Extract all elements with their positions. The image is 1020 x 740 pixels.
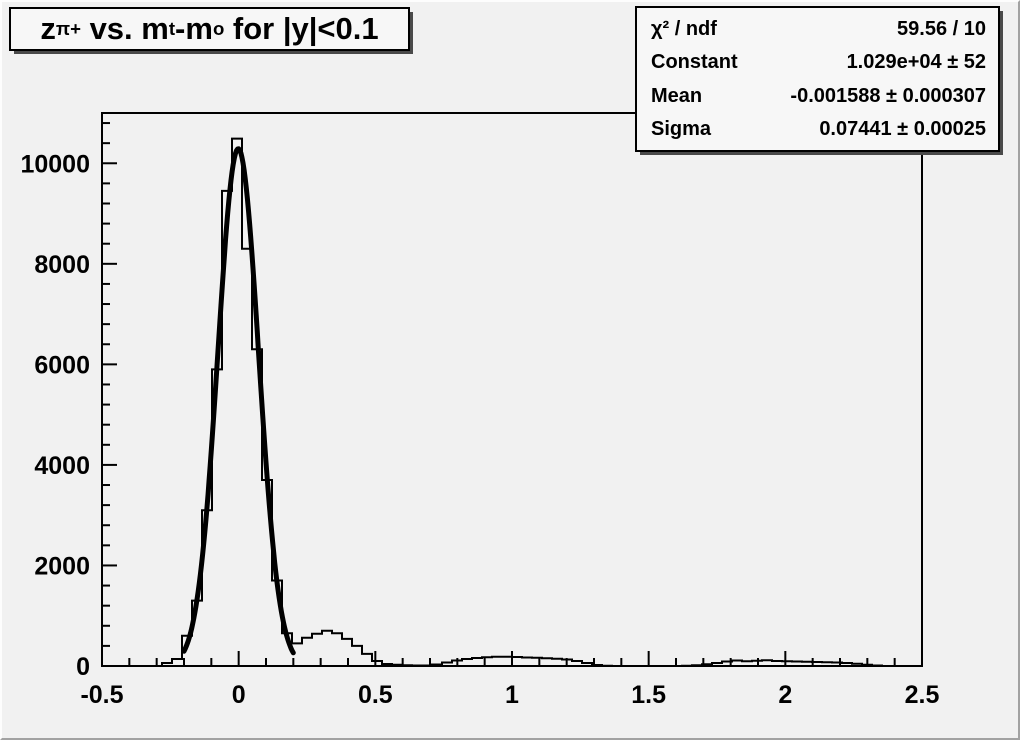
- y-tick-label: 4000: [34, 452, 90, 480]
- title-subscript: π+: [55, 18, 81, 39]
- fit-curve-group: [181, 146, 296, 656]
- title-text: z: [40, 11, 56, 46]
- x-tick-label: -0.5: [80, 681, 123, 709]
- fit-curve: [181, 146, 296, 656]
- x-tick-label: 0.5: [358, 681, 393, 709]
- title-text: for |y|<0.1: [224, 11, 379, 46]
- plot-frame: [101, 112, 923, 667]
- title-text: vs. m: [80, 11, 169, 46]
- title-subscript: o: [212, 18, 225, 39]
- y-tick-label: 10000: [20, 150, 90, 178]
- x-tick-label: 1: [505, 681, 519, 709]
- x-tick-label: 2.5: [905, 681, 940, 709]
- title-subscript: t: [168, 18, 176, 39]
- title-text: -m: [175, 11, 213, 46]
- histogram-group: [102, 137, 922, 667]
- axis-ticks-group: [101, 122, 923, 667]
- y-tick-label: 8000: [34, 251, 90, 279]
- stat-label: Sigma: [651, 118, 712, 141]
- y-tick-label: 6000: [34, 351, 90, 379]
- fit-stats-box: χ² / ndf 59.56 / 10 Constant 1.029e+04 ±…: [635, 6, 1000, 152]
- stat-label: Mean: [651, 84, 703, 107]
- stat-row-constant: Constant 1.029e+04 ± 52: [637, 52, 998, 72]
- y-tick-label: 0: [76, 653, 90, 681]
- stat-row-chi2: χ² / ndf 59.56 / 10: [637, 19, 998, 39]
- stat-value: -0.001588 ± 0.000307: [790, 84, 986, 107]
- plot-title-box: z π+ vs. m t -m o for |y|<0.1: [9, 7, 410, 51]
- x-tick-label: 1.5: [631, 681, 666, 709]
- histogram-line: [102, 137, 922, 667]
- x-tick-label: 0: [232, 681, 246, 709]
- stat-row-sigma: Sigma 0.07441 ± 0.00025: [637, 119, 998, 139]
- stat-value: 0.07441 ± 0.00025: [819, 118, 986, 141]
- stat-value: 1.029e+04 ± 52: [846, 51, 986, 74]
- x-tick-label: 2: [778, 681, 792, 709]
- stat-label: Constant: [651, 51, 738, 74]
- y-tick-label: 2000: [34, 552, 90, 580]
- stat-label: χ² / ndf: [651, 17, 717, 40]
- stat-value: 59.56 / 10: [897, 17, 986, 40]
- plot-frame-group: [101, 112, 923, 667]
- stat-row-mean: Mean -0.001588 ± 0.000307: [637, 86, 998, 106]
